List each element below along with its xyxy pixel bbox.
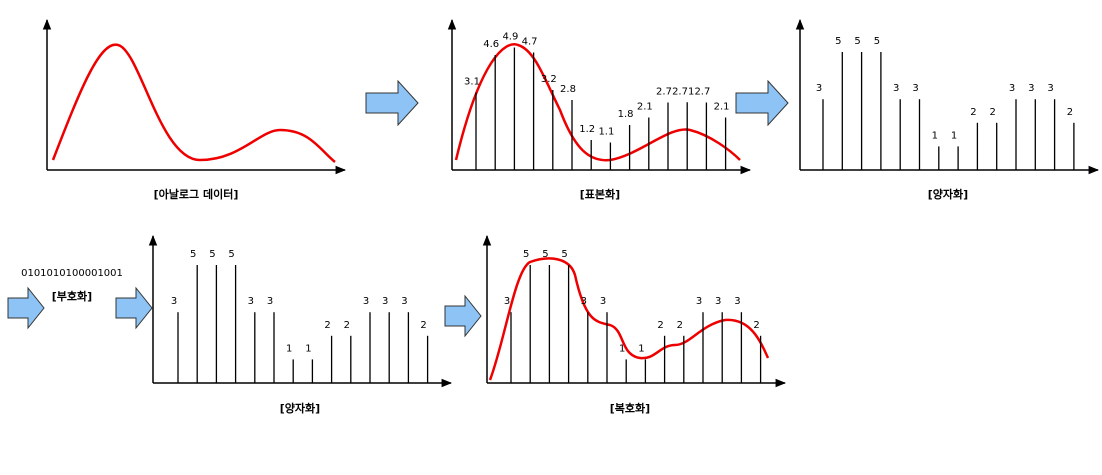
sample-label: 1.2 [579, 124, 595, 135]
sample-label: 3 [267, 296, 273, 307]
sample-label: 3 [715, 296, 721, 307]
sample-label: 4.9 [502, 32, 518, 43]
sample-label: 2.1 [714, 102, 730, 113]
decoded-curve [488, 257, 770, 381]
sample-label: 5 [561, 249, 567, 260]
sample-label: 3 [1009, 83, 1015, 94]
sample-label: 3 [816, 83, 822, 94]
sample-label: 3 [171, 296, 177, 307]
sample-label: 2 [677, 320, 683, 331]
sample-label: 1 [286, 343, 292, 354]
sample-label: 1.1 [598, 127, 614, 138]
sample-label: 2.1 [637, 102, 653, 113]
sample-label: 1.8 [618, 109, 634, 120]
sample-label: 1 [951, 130, 957, 141]
sample-label: 4.6 [483, 39, 499, 50]
sample-label: 2.71 [672, 86, 694, 97]
sample-label: 3 [382, 296, 388, 307]
sample-label: 3 [363, 296, 369, 307]
sample-label: 2.8 [560, 84, 576, 95]
sample-label: 2 [657, 320, 663, 331]
sample-label: 3 [504, 296, 510, 307]
sampled-curve [454, 43, 741, 162]
arrow [115, 286, 153, 330]
sample-label: 3 [696, 296, 702, 307]
arrow [365, 79, 419, 127]
sample-label: 2 [990, 107, 996, 118]
sample-label: 5 [835, 36, 841, 47]
arrow [7, 286, 45, 330]
arrow [444, 294, 482, 338]
sample-label: 1 [305, 343, 311, 354]
sample-label: 5 [190, 249, 196, 260]
sample-label: 3 [581, 296, 587, 307]
encoding-label: [부호화] [52, 289, 92, 303]
sample-label: 5 [874, 36, 880, 47]
bit-string: 0101010100001001 [21, 268, 123, 279]
caption: [양자화] [928, 187, 968, 201]
sample-label: 2 [753, 320, 759, 331]
sample-label: 5 [228, 249, 234, 260]
axes [42, 18, 1100, 388]
sample-label: 2 [970, 107, 976, 118]
sample-label: 3 [1047, 83, 1053, 94]
arrow [735, 79, 789, 127]
sample-label: 3 [912, 83, 918, 94]
sample-label: 3 [734, 296, 740, 307]
sample-label: 5 [542, 249, 548, 260]
caption: [양자화] [280, 401, 320, 415]
caption: [아날로그 데이터] [154, 187, 239, 201]
sample-label: 1 [638, 343, 644, 354]
sample-label: 3.2 [541, 74, 557, 85]
caption: [복호화] [610, 401, 650, 415]
sample-label: 1 [619, 343, 625, 354]
sample-label: 1 [932, 130, 938, 141]
caption: [표본화] [580, 187, 620, 201]
sample-label: 5 [854, 36, 860, 47]
sample-label: 2 [1067, 107, 1073, 118]
sample-label: 2.7 [694, 87, 710, 98]
sample-label: 3 [401, 296, 407, 307]
sample-label: 3 [248, 296, 254, 307]
sample-label: 3 [600, 296, 606, 307]
sample-label: 3 [893, 83, 899, 94]
sample-label: 2.7 [656, 87, 672, 98]
sample-label: 5 [523, 249, 529, 260]
sample-label: 2 [420, 320, 426, 331]
sample-label: 3 [1028, 83, 1034, 94]
sample-label: 2 [324, 320, 330, 331]
sample-label: 5 [209, 249, 215, 260]
analog-curve [51, 43, 336, 163]
sample-label: 2 [344, 320, 350, 331]
sample-label: 3.1 [464, 77, 480, 88]
sample-label: 4.7 [522, 37, 538, 48]
